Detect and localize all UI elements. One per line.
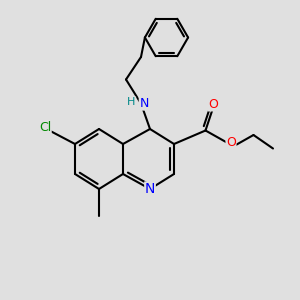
Text: N: N xyxy=(145,182,155,196)
Text: O: O xyxy=(226,136,236,149)
Text: Cl: Cl xyxy=(39,121,51,134)
Text: H: H xyxy=(127,97,136,107)
Text: N: N xyxy=(139,97,149,110)
Text: O: O xyxy=(208,98,218,111)
